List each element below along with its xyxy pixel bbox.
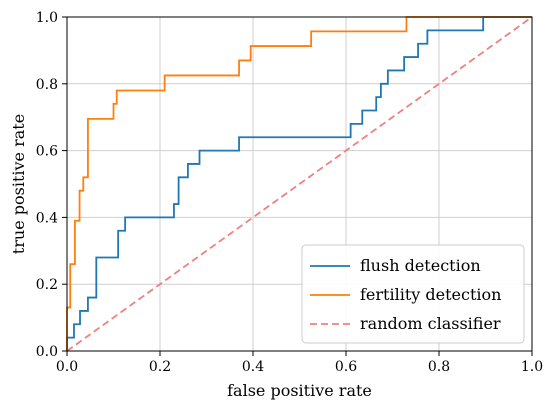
x-tick-label-1: 0.2	[149, 359, 171, 375]
plot-frame	[66, 16, 533, 352]
y-tick-label-2: 0.4	[36, 210, 58, 226]
tick-layer: 0.0 0.2 0.4 0.6 0.8 1.0 0.0 0.2 0.4 0.6 0.8 1.0	[36, 10, 543, 375]
x-axis-label: false positive rate	[227, 381, 372, 400]
legend-label-fertility-detection: fertility detection	[360, 285, 501, 304]
legend: flush detection fertility detection random…	[301, 244, 525, 344]
x-tick-label-0: 0.0	[56, 359, 78, 375]
y-tick-label-4: 0.8	[36, 77, 58, 93]
series-line-random-classifier	[66, 16, 533, 352]
legend-box	[301, 244, 525, 344]
x-tick-label-4: 0.8	[428, 359, 450, 375]
legend-label-random-classifier: random classifier	[360, 314, 501, 333]
x-tick-label-3: 0.6	[335, 359, 357, 375]
y-tick-label-5: 1.0	[36, 10, 58, 26]
series-layer	[66, 16, 533, 352]
x-tick-label-2: 0.4	[242, 359, 264, 375]
series-line-flush-detection	[66, 16, 532, 351]
y-tick-label-1: 0.2	[36, 277, 58, 293]
x-tick-label-5: 1.0	[521, 359, 543, 375]
y-tick-label-3: 0.6	[36, 144, 58, 160]
legend-label-flush-detection: flush detection	[360, 256, 481, 275]
series-line-fertility-detection	[66, 16, 532, 351]
y-axis-label: true positive rate	[9, 114, 28, 254]
y-tick-label-0: 0.0	[36, 344, 58, 360]
